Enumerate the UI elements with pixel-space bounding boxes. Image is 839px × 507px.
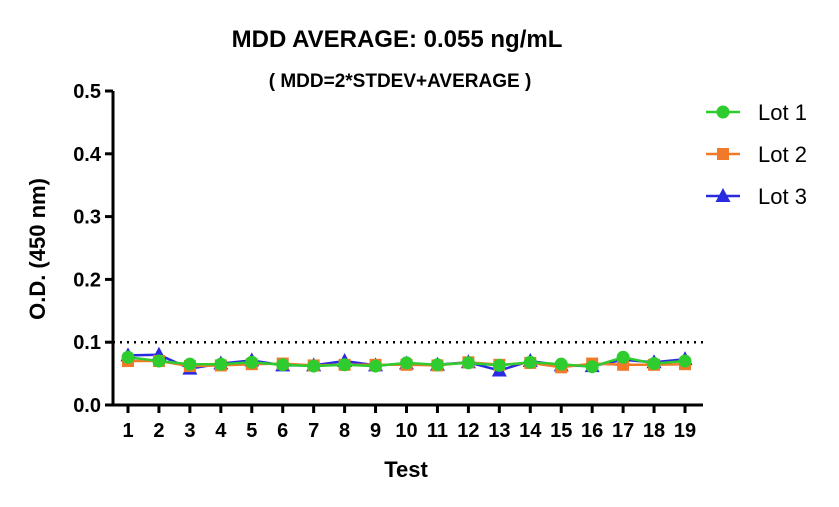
data-point-lot-1 <box>678 354 692 368</box>
x-tick-label: 14 <box>519 420 542 442</box>
y-tick-label: 0.3 <box>73 207 101 229</box>
data-point-lot-1 <box>276 358 290 372</box>
data-point-lot-1 <box>121 350 135 364</box>
legend-label-lot-3: Lot 3 <box>758 184 807 209</box>
chart-title: MDD AVERAGE: 0.055 ng/mL <box>232 26 563 53</box>
legend-item-lot-2: Lot 2 <box>706 142 807 167</box>
x-tick-label: 12 <box>457 420 479 442</box>
x-tick-label: 11 <box>427 420 448 442</box>
legend-label-lot-1: Lot 1 <box>758 100 807 125</box>
x-tick-label: 2 <box>153 420 164 442</box>
legend-marker-lot-1 <box>716 105 730 119</box>
y-axis-label: O.D. (450 nm) <box>25 178 50 320</box>
legend-item-lot-3: Lot 3 <box>706 184 807 209</box>
y-tick-label: 0.5 <box>73 81 101 103</box>
legend-item-lot-1: Lot 1 <box>706 100 807 125</box>
data-point-lot-1 <box>523 355 537 369</box>
series-layer <box>120 346 693 377</box>
data-point-lot-1 <box>245 355 259 369</box>
x-tick-label: 15 <box>550 420 572 442</box>
x-tick-label: 16 <box>581 420 603 442</box>
data-point-lot-1 <box>338 358 352 372</box>
x-tick-label: 3 <box>184 420 195 442</box>
data-point-lot-1 <box>461 356 475 370</box>
data-point-lot-1 <box>647 357 661 371</box>
x-tick-label: 13 <box>488 420 510 442</box>
data-point-lot-1 <box>307 359 321 373</box>
x-tick-label: 4 <box>215 420 227 442</box>
series-lot-1 <box>121 350 692 374</box>
legend-marker-lot-3 <box>715 188 731 202</box>
data-point-lot-1 <box>152 354 166 368</box>
axes: 0.00.10.20.30.40.51 2 3 4 5 6 7 8 9 10 11 12 13 14 15 1… <box>73 81 703 442</box>
data-point-lot-1 <box>616 350 630 364</box>
data-point-lot-1 <box>492 358 506 372</box>
x-tick-label: 10 <box>395 420 417 442</box>
data-point-lot-1 <box>430 358 444 372</box>
x-tick-label: 6 <box>277 420 288 442</box>
data-point-lot-1 <box>214 357 228 371</box>
data-point-lot-1 <box>400 356 413 370</box>
legend: Lot 1 Lot 2 Lot 3 <box>706 100 807 209</box>
chart-subtitle: ( MDD=2*STDEV+AVERAGE ) <box>269 71 532 92</box>
y-tick-label: 0.1 <box>73 332 101 354</box>
x-tick-label: 19 <box>674 420 696 442</box>
y-tick-label: 0.4 <box>73 144 102 166</box>
x-tick-label: 8 <box>339 420 350 442</box>
x-tick-label: 5 <box>246 420 257 442</box>
data-point-lot-1 <box>183 357 197 371</box>
data-point-lot-1 <box>369 359 383 373</box>
data-point-lot-1 <box>585 360 599 374</box>
y-tick-label: 0.0 <box>73 395 101 417</box>
x-tick-label: 7 <box>308 420 319 442</box>
x-tick-label: 1 <box>122 420 133 442</box>
x-tick-label: 17 <box>612 420 634 442</box>
data-point-lot-1 <box>554 357 568 371</box>
legend-label-lot-2: Lot 2 <box>758 142 807 167</box>
x-tick-label: 9 <box>370 420 381 442</box>
legend-marker-lot-2 <box>717 148 729 160</box>
x-axis-label: Test <box>384 457 428 482</box>
x-tick-label: 18 <box>643 420 665 442</box>
y-tick-label: 0.2 <box>73 269 101 291</box>
